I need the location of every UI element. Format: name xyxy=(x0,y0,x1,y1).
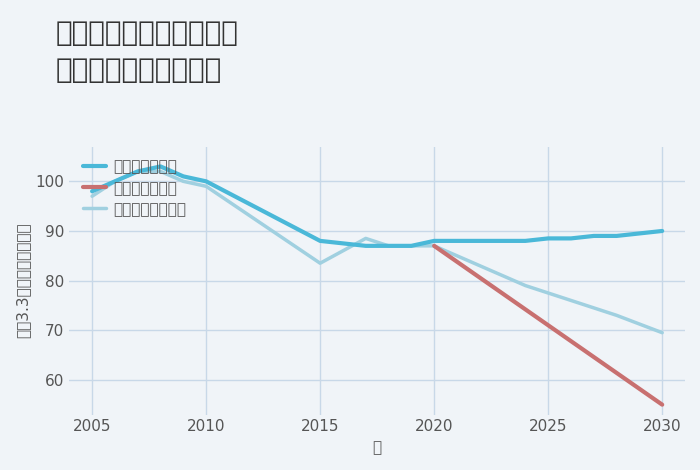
ノーマルシナリオ xyxy=(88,194,97,199)
ノーマルシナリオ xyxy=(384,243,393,249)
グッドシナリオ xyxy=(612,233,621,239)
グッドシナリオ xyxy=(589,233,598,239)
ノーマルシナリオ xyxy=(430,243,438,249)
グッドシナリオ xyxy=(567,235,575,241)
ノーマルシナリオ xyxy=(179,179,188,184)
グッドシナリオ xyxy=(522,238,530,244)
グッドシナリオ xyxy=(361,243,370,249)
Line: バッドシナリオ: バッドシナリオ xyxy=(434,246,662,405)
Line: グッドシナリオ: グッドシナリオ xyxy=(92,166,662,246)
グッドシナリオ xyxy=(453,238,461,244)
ノーマルシナリオ xyxy=(134,169,142,174)
グッドシナリオ xyxy=(658,228,666,234)
グッドシナリオ xyxy=(407,243,416,249)
ノーマルシナリオ xyxy=(361,235,370,241)
ノーマルシナリオ xyxy=(202,183,210,189)
グッドシナリオ xyxy=(156,164,164,169)
グッドシナリオ xyxy=(202,179,210,184)
ノーマルシナリオ xyxy=(522,283,530,289)
グッドシナリオ xyxy=(316,238,324,244)
ノーマルシナリオ xyxy=(111,179,119,184)
ノーマルシナリオ xyxy=(475,263,484,268)
ノーマルシナリオ xyxy=(612,313,621,318)
Y-axis label: 坪（3.3㎡）単価（万円）: 坪（3.3㎡）単価（万円） xyxy=(15,223,30,338)
Line: ノーマルシナリオ: ノーマルシナリオ xyxy=(92,172,662,333)
ノーマルシナリオ xyxy=(156,169,164,174)
グッドシナリオ xyxy=(544,235,552,241)
ノーマルシナリオ xyxy=(658,330,666,336)
グッドシナリオ xyxy=(475,238,484,244)
グッドシナリオ xyxy=(179,173,188,179)
X-axis label: 年: 年 xyxy=(372,440,382,455)
Legend: グッドシナリオ, バッドシナリオ, ノーマルシナリオ: グッドシナリオ, バッドシナリオ, ノーマルシナリオ xyxy=(83,160,187,217)
バッドシナリオ xyxy=(658,402,666,407)
Text: 大阪府摂津市南千里丘の
中古戸建ての価格推移: 大阪府摂津市南千里丘の 中古戸建ての価格推移 xyxy=(56,19,239,84)
グッドシナリオ xyxy=(134,169,142,174)
ノーマルシナリオ xyxy=(407,243,416,249)
ノーマルシナリオ xyxy=(567,298,575,303)
グッドシナリオ xyxy=(88,188,97,194)
ノーマルシナリオ xyxy=(316,260,324,266)
バッドシナリオ xyxy=(544,322,552,328)
グッドシナリオ xyxy=(635,231,643,236)
グッドシナリオ xyxy=(498,238,507,244)
バッドシナリオ xyxy=(430,243,438,249)
グッドシナリオ xyxy=(430,238,438,244)
グッドシナリオ xyxy=(111,179,119,184)
